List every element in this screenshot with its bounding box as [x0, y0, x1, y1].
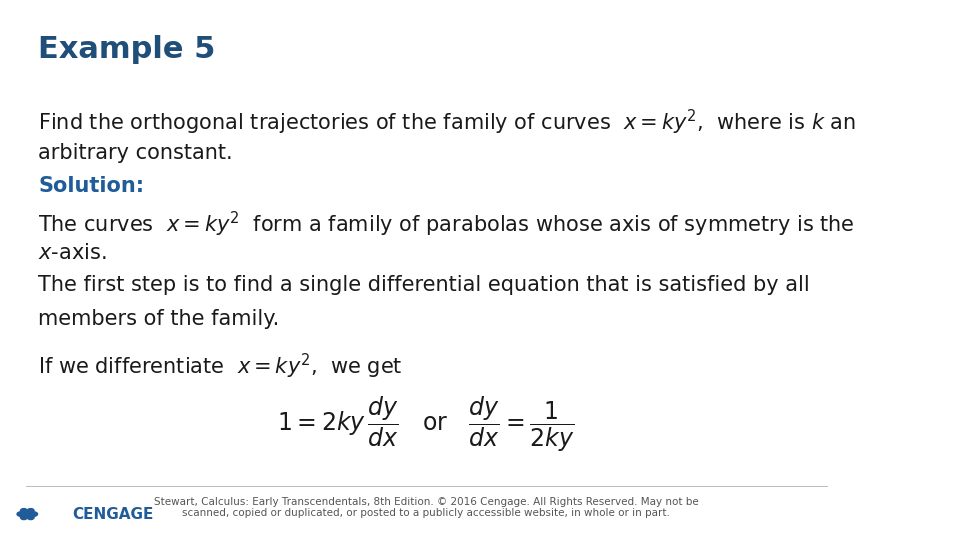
Circle shape — [17, 512, 24, 516]
Text: Solution:: Solution: — [38, 176, 145, 195]
Text: CENGAGE: CENGAGE — [72, 507, 154, 522]
Circle shape — [24, 512, 31, 516]
Circle shape — [31, 512, 37, 516]
Text: Find the orthogonal trajectories of the family of curves  $x = ky^2$,  where is : Find the orthogonal trajectories of the … — [38, 108, 856, 137]
Text: arbitrary constant.: arbitrary constant. — [38, 143, 233, 163]
Circle shape — [20, 515, 27, 519]
Text: members of the family.: members of the family. — [38, 309, 279, 329]
Text: $1 = 2ky\,\dfrac{dy}{dx}$   or   $\dfrac{dy}{dx} = \dfrac{1}{2ky}$: $1 = 2ky\,\dfrac{dy}{dx}$ or $\dfrac{dy}… — [277, 394, 575, 454]
Text: The first step is to find a single differential equation that is satisfied by al: The first step is to find a single diffe… — [38, 275, 810, 295]
Text: $x$-axis.: $x$-axis. — [38, 243, 107, 263]
Text: Example 5: Example 5 — [38, 35, 216, 64]
Text: Stewart, Calculus: Early Transcendentals, 8th Edition. © 2016 Cengage. All Right: Stewart, Calculus: Early Transcendentals… — [154, 497, 699, 518]
Text: If we differentiate  $x = ky^2$,  we get: If we differentiate $x = ky^2$, we get — [38, 352, 403, 381]
Text: The curves  $x = ky^2$  form a family of parabolas whose axis of symmetry is the: The curves $x = ky^2$ form a family of p… — [38, 210, 855, 239]
Circle shape — [27, 509, 35, 513]
Circle shape — [20, 509, 27, 513]
Circle shape — [27, 515, 35, 519]
